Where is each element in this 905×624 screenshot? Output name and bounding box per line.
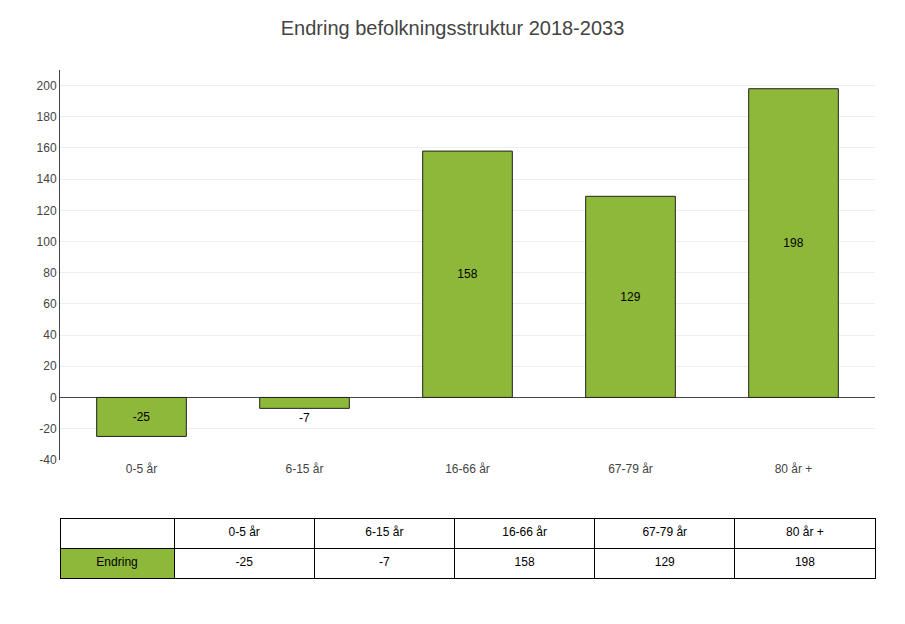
- svg-text:129: 129: [620, 290, 640, 304]
- svg-text:0-5 år: 0-5 år: [126, 462, 157, 476]
- svg-text:-7: -7: [299, 411, 310, 425]
- svg-text:40: 40: [43, 328, 57, 342]
- svg-text:Endring: Endring: [96, 555, 137, 569]
- svg-text:Endring befolkningsstruktur 20: Endring befolkningsstruktur 2018-2033: [281, 17, 625, 39]
- svg-text:-7: -7: [379, 555, 390, 569]
- svg-text:140: 140: [37, 172, 57, 186]
- svg-text:67-79 år: 67-79 år: [642, 525, 687, 539]
- svg-text:20: 20: [43, 359, 57, 373]
- svg-text:0-5 år: 0-5 år: [229, 525, 260, 539]
- svg-text:80 år +: 80 år +: [786, 525, 824, 539]
- svg-text:129: 129: [655, 555, 675, 569]
- svg-text:200: 200: [37, 79, 57, 93]
- svg-text:60: 60: [43, 297, 57, 311]
- svg-text:180: 180: [37, 110, 57, 124]
- svg-text:-20: -20: [39, 422, 57, 436]
- svg-text:-40: -40: [39, 453, 57, 467]
- svg-text:-25: -25: [236, 555, 254, 569]
- svg-text:160: 160: [37, 141, 57, 155]
- svg-text:158: 158: [457, 267, 477, 281]
- svg-text:0: 0: [50, 391, 57, 405]
- svg-text:80 år +: 80 år +: [775, 462, 813, 476]
- svg-text:16-66 år: 16-66 år: [445, 462, 490, 476]
- svg-text:67-79 år: 67-79 år: [608, 462, 653, 476]
- svg-text:198: 198: [795, 555, 815, 569]
- svg-text:80: 80: [43, 266, 57, 280]
- svg-text:100: 100: [37, 235, 57, 249]
- svg-text:158: 158: [515, 555, 535, 569]
- svg-text:-25: -25: [133, 410, 151, 424]
- svg-text:120: 120: [37, 204, 57, 218]
- svg-text:6-15 år: 6-15 år: [285, 462, 323, 476]
- svg-text:198: 198: [783, 236, 803, 250]
- svg-text:6-15 år: 6-15 år: [365, 525, 403, 539]
- svg-text:16-66 år: 16-66 år: [502, 525, 547, 539]
